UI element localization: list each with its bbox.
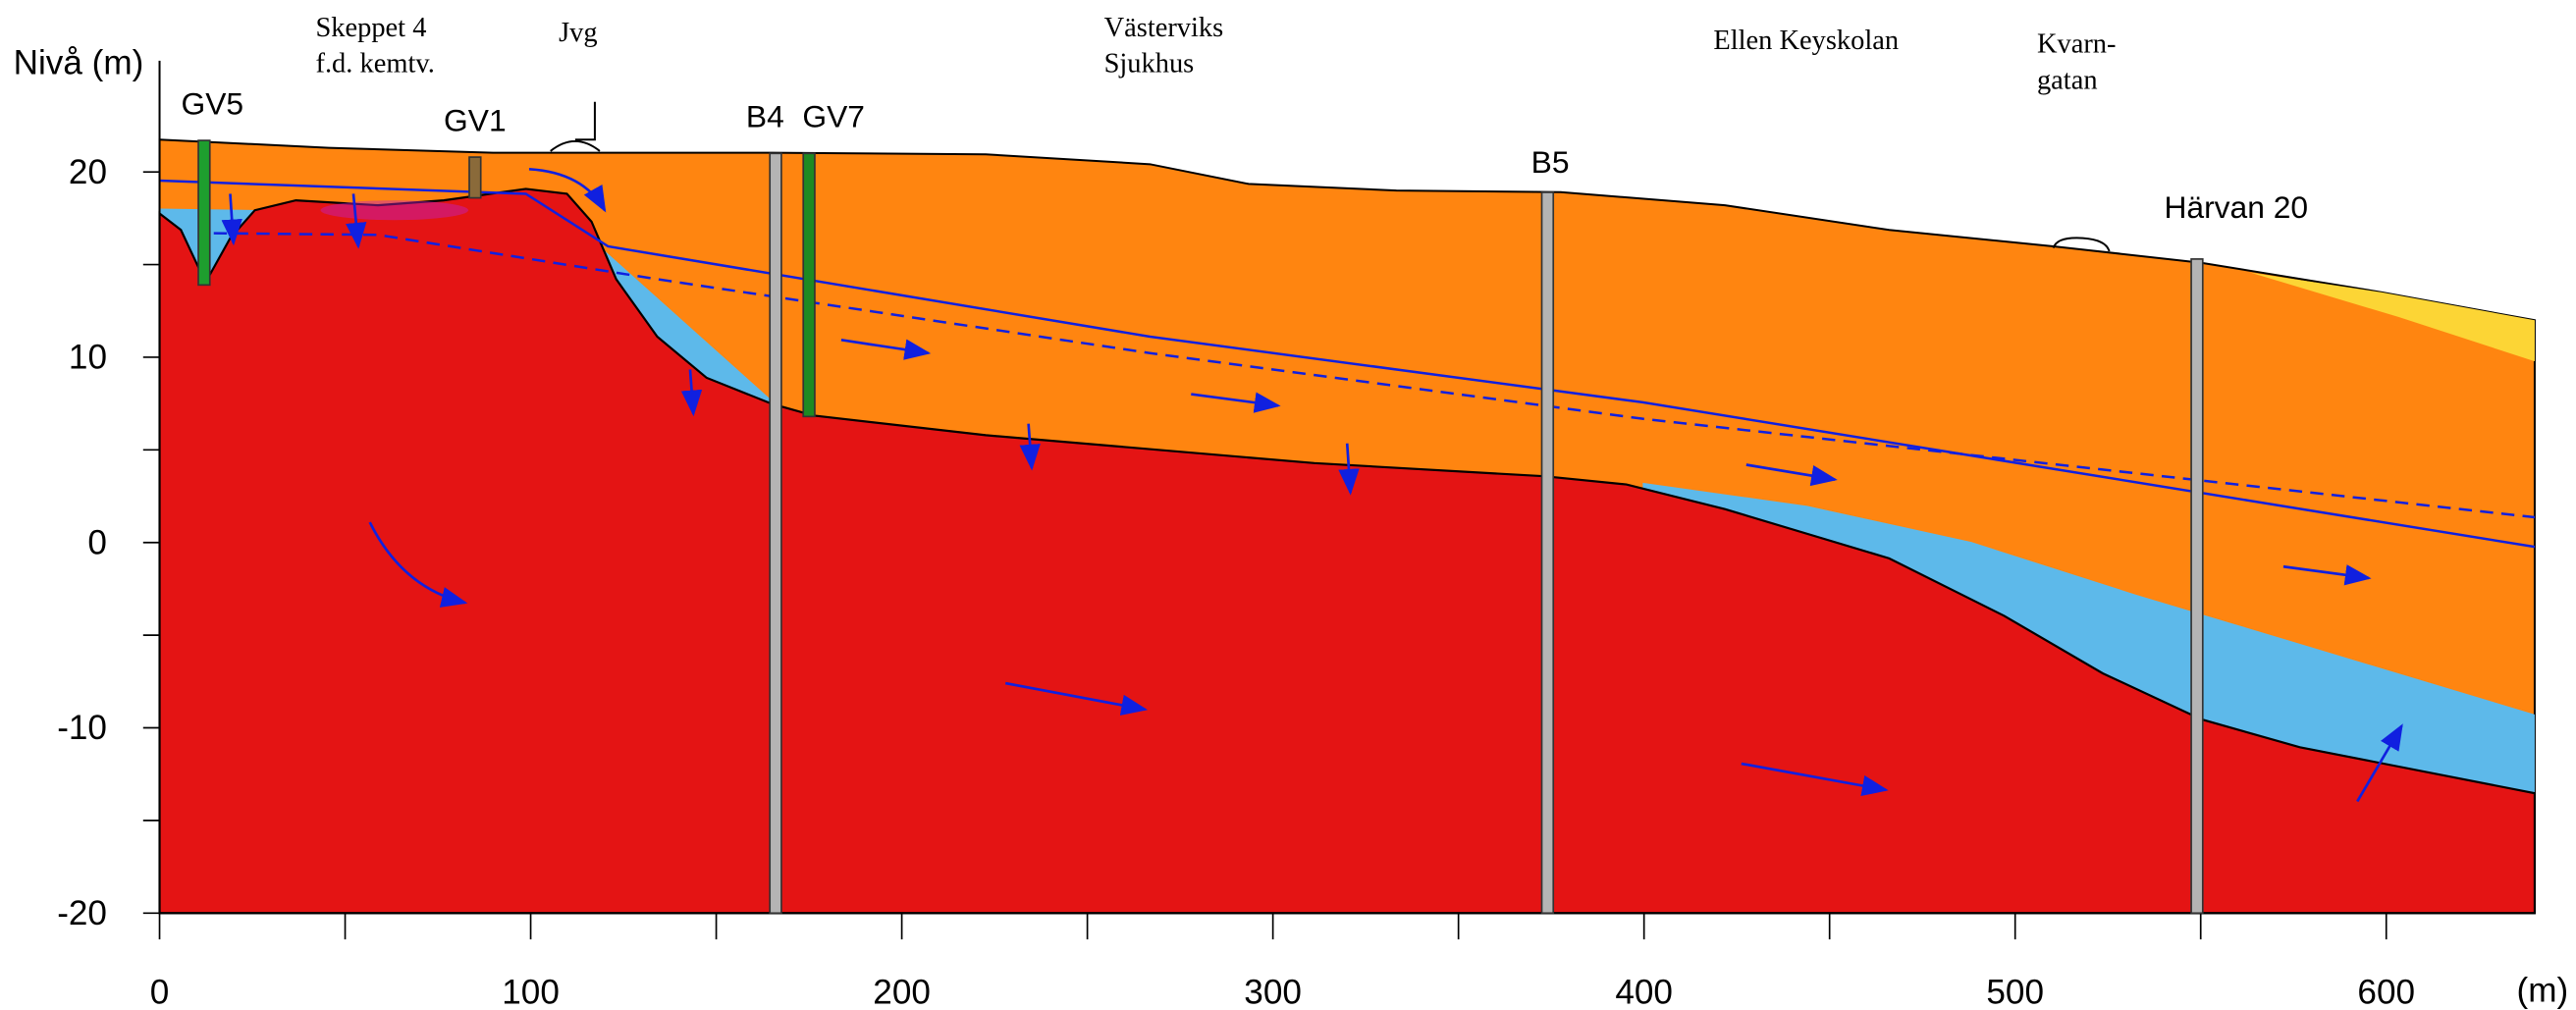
- bedrock: [158, 187, 2537, 915]
- borehole-label: B5: [1531, 144, 1570, 180]
- flow-arrow: [346, 193, 367, 249]
- flow-arrow: [1191, 392, 1281, 413]
- flow-arrow: [528, 168, 607, 213]
- borehole-label: B4: [746, 99, 784, 134]
- y-tick-label: 0: [87, 523, 107, 561]
- flow-arrow: [1019, 423, 1041, 471]
- flow-arrow: [680, 369, 703, 417]
- flow-arrow: [2356, 723, 2403, 803]
- y-tick-label: 20: [69, 153, 107, 191]
- flow-arrow: [1004, 681, 1149, 716]
- borehole: [1540, 191, 1555, 915]
- x-axis-label: (m): [2517, 972, 2569, 1010]
- y-axis-label: Nivå (m): [14, 43, 144, 81]
- flow-arrow: [221, 193, 242, 246]
- y-tick-label: 10: [69, 339, 107, 377]
- x-tick-label: 100: [502, 973, 560, 1010]
- place-label: Kvarn-: [2037, 29, 2117, 60]
- place-label: gatan: [2037, 65, 2098, 95]
- flow-arrow: [840, 339, 932, 360]
- place-label: Västerviks: [1104, 13, 1224, 43]
- flow-arrows: [221, 168, 2403, 803]
- borehole-label: Härvan 20: [2164, 189, 2308, 225]
- borehole-label: GV7: [802, 99, 865, 134]
- flow-arrow: [1338, 443, 1360, 496]
- street-symbol: [2052, 237, 2111, 252]
- place-label: Sjukhus: [1104, 49, 1195, 80]
- top-layer: [2250, 272, 2535, 362]
- x-tick-label: 600: [2357, 973, 2415, 1010]
- borehole-label: GV1: [444, 102, 507, 137]
- flow-arrow: [1745, 463, 1838, 487]
- borehole: [468, 156, 482, 199]
- place-label: Skeppet 4: [315, 13, 426, 43]
- x-tick-label: 300: [1244, 973, 1302, 1010]
- y-tick-label: -10: [57, 709, 107, 747]
- borehole: [802, 152, 816, 418]
- borehole-label: GV5: [181, 85, 243, 121]
- place-label: Jvg: [559, 18, 598, 48]
- place-label: Ellen Keyskolan: [1713, 26, 1899, 56]
- y-tick-label: -20: [57, 894, 107, 932]
- flow-arrow: [1741, 762, 1889, 797]
- flow-arrow: [368, 521, 468, 608]
- layers: [158, 101, 2537, 915]
- x-tick-label: 400: [1615, 973, 1673, 1010]
- borehole: [769, 152, 782, 915]
- contamination: [320, 200, 469, 221]
- x-tick-label: 200: [873, 973, 931, 1010]
- flow-arrow: [2282, 564, 2372, 586]
- water-table: [159, 179, 2536, 549]
- borehole: [197, 139, 211, 287]
- x-tick-label: 0: [150, 973, 170, 1010]
- borehole: [2190, 258, 2204, 915]
- rail-symbol: [550, 101, 601, 152]
- x-tick-label: 500: [1986, 973, 2044, 1010]
- place-label: f.d. kemtv.: [315, 49, 434, 80]
